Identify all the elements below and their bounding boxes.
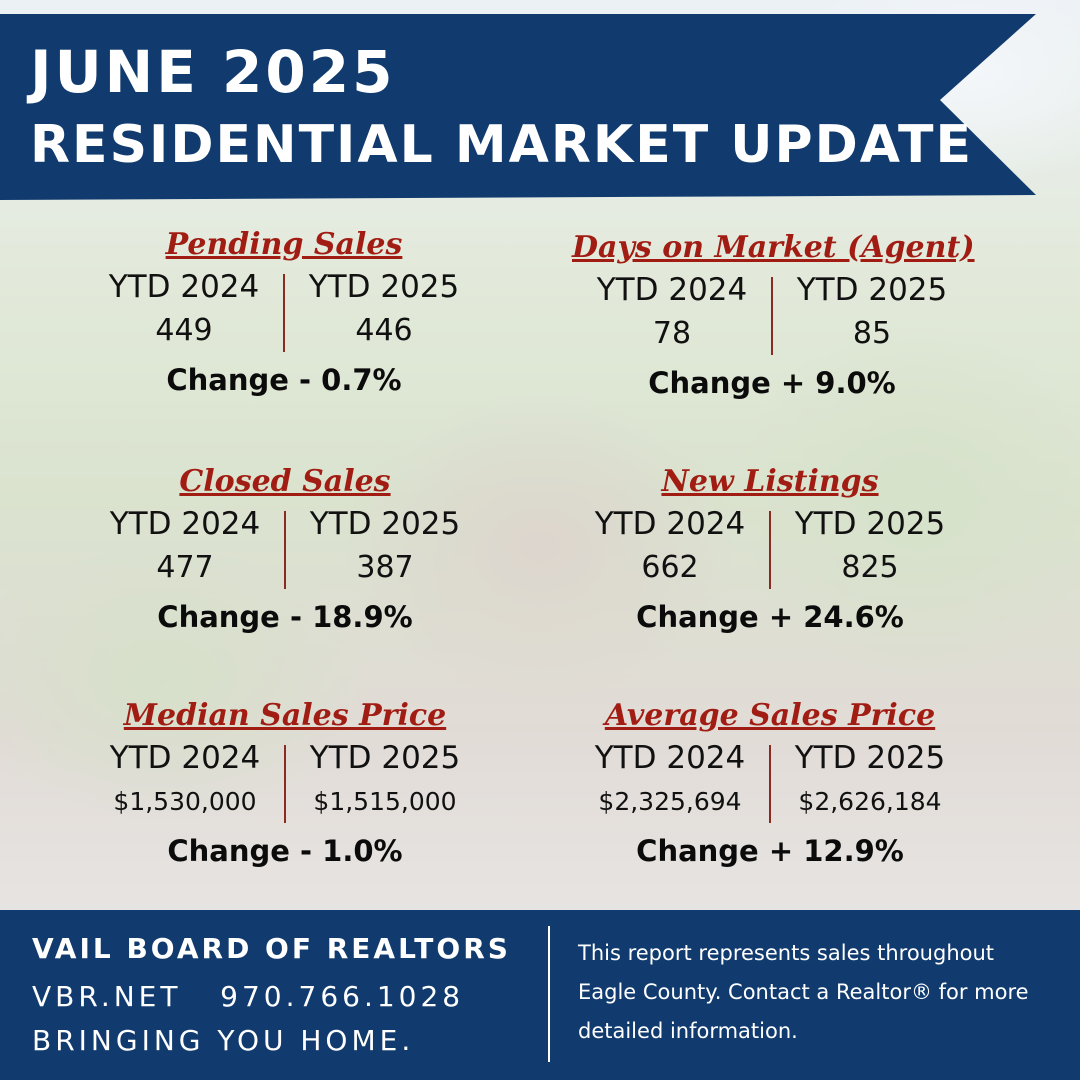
stat-median-sales-price: Median Sales Price YTD 2024 $1,530,000 YT… (85, 697, 485, 871)
column-divider (284, 511, 286, 589)
left-value: 449 (155, 313, 213, 348)
right-year-label: YTD 2025 (794, 506, 946, 542)
right-value: 85 (852, 316, 892, 351)
column-divider (283, 274, 285, 352)
left-value: 78 (652, 316, 692, 351)
stat-days-on-market: Days on Market (Agent) YTD 2024 78 YTD 20… (572, 229, 975, 403)
right-value: 446 (355, 313, 413, 348)
right-year-label: YTD 2025 (308, 269, 460, 305)
column-divider (771, 277, 773, 355)
right-year-label: YTD 2025 (309, 506, 461, 542)
stat-heading: Days on Market (Agent) (572, 230, 975, 265)
stat-pending-sales: Pending Sales YTD 2024 449 YTD 2025 446 Ch… (84, 226, 484, 400)
banner-ribbon-shape (0, 14, 1036, 200)
column-divider (769, 511, 771, 589)
disclaimer-note: This report represents sales throughout … (578, 941, 1029, 1043)
left-value: 662 (641, 550, 699, 585)
left-value: $2,325,694 (598, 787, 742, 816)
change-value: Change + 24.6% (636, 600, 904, 634)
left-year-label: YTD 2024 (594, 506, 746, 542)
left-value: 477 (156, 550, 214, 585)
contact-line: VBR.NET 970.766.1028 (32, 980, 465, 1013)
right-value: 387 (356, 550, 414, 585)
left-year-label: YTD 2024 (594, 740, 746, 776)
title-subtitle: RESIDENTIAL MARKET UPDATE (30, 115, 973, 175)
contact-info: VBR.NET 970.766.1028 (32, 980, 464, 1013)
right-value: $1,515,000 (313, 787, 457, 816)
left-year-label: YTD 2024 (109, 506, 261, 542)
left-year-label: YTD 2024 (596, 272, 748, 308)
change-value: Change + 12.9% (636, 834, 904, 868)
stat-heading: Pending Sales (165, 227, 403, 262)
stat-new-listings: New Listings YTD 2024 662 YTD 2025 825 Cha… (570, 463, 970, 637)
title-month: JUNE 2025 (30, 38, 396, 106)
left-year-label: YTD 2024 (109, 740, 261, 776)
left-year-label: YTD 2024 (108, 269, 260, 305)
right-year-label: YTD 2025 (794, 740, 946, 776)
footer-bar: VAIL BOARD OF REALTORS VBR.NET 970.766.1… (0, 910, 1080, 1080)
stat-heading: New Listings (661, 464, 879, 499)
right-year-label: YTD 2025 (796, 272, 948, 308)
column-divider (769, 745, 771, 823)
change-value: Change - 18.9% (157, 600, 413, 634)
stat-closed-sales: Closed Sales YTD 2024 477 YTD 2025 387 Cha… (85, 463, 485, 637)
left-value: $1,530,000 (113, 787, 257, 816)
change-value: Change - 0.7% (166, 363, 402, 397)
footer-divider (548, 926, 550, 1062)
stat-average-sales-price: Average Sales Price YTD 2024 $2,325,694 Y… (570, 697, 970, 871)
stat-heading: Average Sales Price (604, 698, 936, 733)
right-year-label: YTD 2025 (309, 740, 461, 776)
right-value: 825 (841, 550, 899, 585)
change-value: Change + 9.0% (648, 366, 896, 400)
title-banner: JUNE 2025 RESIDENTIAL MARKET UPDATE (0, 0, 1080, 215)
change-value: Change - 1.0% (167, 834, 403, 868)
tagline: BRINGING YOU HOME. (32, 1024, 415, 1057)
right-value: $2,626,184 (798, 787, 942, 816)
stat-heading: Closed Sales (179, 464, 391, 499)
organization-name: VAIL BOARD OF REALTORS (32, 932, 511, 965)
column-divider (284, 745, 286, 823)
stat-heading: Median Sales Price (123, 698, 447, 733)
